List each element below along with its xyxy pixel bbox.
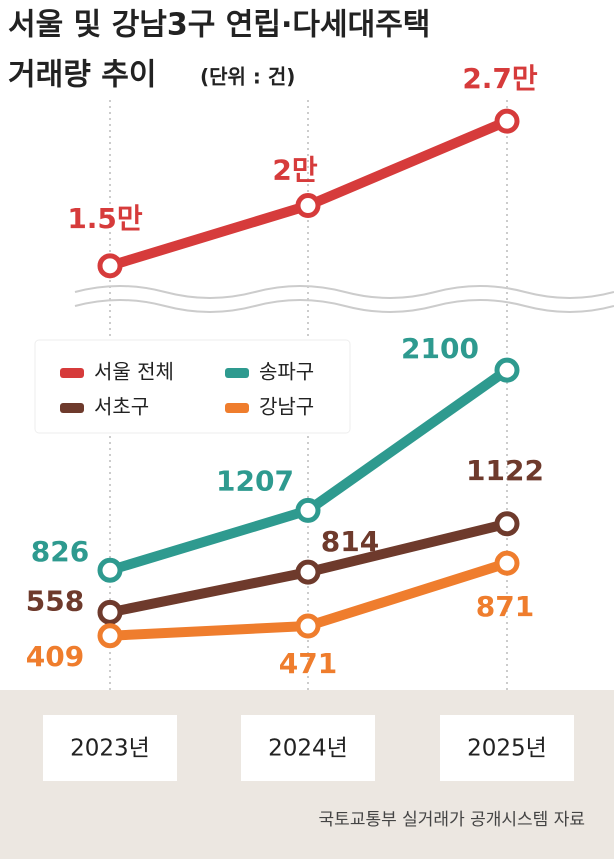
- data-point: [97, 599, 123, 625]
- data-label: 2.7만: [462, 62, 538, 95]
- data-label: 1.5만: [67, 202, 143, 235]
- unit-label: (단위 : 건): [200, 65, 295, 89]
- legend-box: [34, 339, 351, 434]
- legend-label: 서초구: [94, 395, 149, 419]
- legend-swatch: [60, 403, 84, 413]
- data-label: 826: [31, 535, 89, 568]
- category-box: [241, 715, 375, 781]
- data-point: [295, 497, 321, 523]
- axis-break: [74, 285, 614, 299]
- data-label: 814: [321, 525, 379, 558]
- x-tick-label: 2025년: [467, 736, 547, 762]
- data-label: 1122: [466, 454, 544, 487]
- data-label: 2100: [401, 332, 479, 365]
- data-point: [97, 253, 123, 279]
- axis-break: [74, 299, 614, 313]
- source-note: 국토교통부 실거래가 공개시스템 자료: [319, 810, 585, 830]
- category-box: [440, 715, 574, 781]
- chart-subtitle: 거래량 추이: [8, 58, 156, 93]
- legend-label: 강남구: [259, 395, 314, 419]
- data-point: [295, 559, 321, 585]
- data-point: [494, 108, 520, 134]
- data-point: [295, 193, 321, 219]
- category-box: [43, 715, 177, 781]
- data-label: 471: [279, 647, 337, 680]
- data-label: 558: [26, 584, 84, 617]
- legend-swatch: [60, 368, 84, 378]
- data-label: 409: [26, 640, 84, 673]
- x-tick-label: 2023년: [70, 736, 150, 762]
- legend-label: 송파구: [259, 360, 314, 384]
- data-point: [97, 557, 123, 583]
- data-point: [97, 623, 123, 649]
- chart-title: 서울 및 강남3구 연립·다세대주택: [8, 8, 430, 43]
- legend-swatch: [225, 368, 249, 378]
- data-point: [494, 550, 520, 576]
- data-label: 871: [476, 590, 534, 623]
- data-point: [494, 511, 520, 537]
- legend-swatch: [225, 403, 249, 413]
- data-label: 1207: [216, 464, 294, 497]
- data-label: 2만: [272, 154, 317, 187]
- legend-label: 서울 전체: [94, 360, 174, 384]
- data-point: [494, 357, 520, 383]
- data-point: [295, 613, 321, 639]
- x-tick-label: 2024년: [268, 736, 348, 762]
